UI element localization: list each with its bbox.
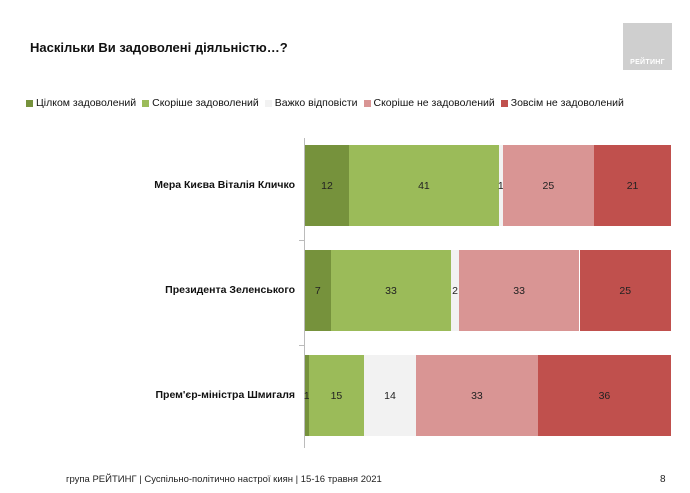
legend-label: Цілком задоволений [36, 97, 137, 109]
data-label: 41 [418, 179, 430, 192]
data-label: 15 [330, 389, 343, 402]
bar-segment: 25 [579, 250, 671, 331]
legend-item: Важко відповісти [264, 97, 358, 109]
bar-segment: 14 [364, 355, 416, 436]
legend-item: Скоріше задоволений [142, 97, 259, 109]
data-label: 33 [513, 284, 525, 297]
bar-segment: 25 [502, 145, 595, 226]
legend-swatch [363, 99, 371, 107]
bar-segment: 1 [497, 145, 504, 226]
bar-segment: 15 [308, 355, 365, 436]
legend-label: Зовсім не задоволений [510, 97, 624, 109]
bar-segment: 1 [303, 355, 310, 436]
data-label: 1 [303, 389, 310, 402]
data-label: 7 [314, 284, 321, 297]
data-label: 33 [385, 284, 397, 297]
bar-segment: 2 [451, 250, 459, 331]
bar-segment: 7 [305, 250, 331, 331]
data-label: 21 [626, 179, 639, 192]
legend-item: Скоріше не задоволений [363, 97, 495, 109]
category-label: Президента Зеленського [165, 283, 295, 296]
axis-tick [299, 240, 304, 241]
legend-swatch [142, 99, 150, 107]
legend-swatch [264, 99, 272, 107]
category-axis [304, 138, 305, 448]
legend-item: Зовсім не задоволений [500, 97, 624, 109]
logo-text: РЕЙТИНГ [630, 59, 665, 66]
bar-segment: 33 [458, 250, 580, 331]
bar-segment: 33 [330, 250, 452, 331]
data-label: 36 [598, 389, 611, 402]
category-label: Прем'єр-міністра Шмигаля [155, 388, 295, 401]
page-number: 8 [660, 474, 666, 485]
legend-swatch [500, 99, 508, 107]
category-label: Мера Києва Віталія Кличко [154, 178, 295, 191]
legend-swatch [26, 99, 33, 107]
bar-segment: 33 [415, 355, 538, 436]
legend-item: Цілком задоволений [26, 97, 136, 109]
legend-label: Скоріше не задоволений [373, 97, 495, 109]
bar-segment: 21 [594, 145, 671, 226]
footer-text: група РЕЙТИНГ | Суспільно-політично наст… [66, 474, 382, 485]
bar-segment: 41 [348, 145, 499, 226]
data-label: 14 [384, 389, 396, 402]
chart-title: Наскільки Ви задоволені діяльністю…? [30, 40, 288, 55]
data-label: 12 [321, 179, 333, 192]
data-label: 33 [471, 389, 483, 402]
data-label: 25 [619, 284, 632, 297]
legend-label: Скоріше задоволений [152, 97, 259, 109]
data-label: 1 [497, 179, 504, 192]
legend-label: Важко відповісти [274, 97, 358, 109]
data-label: 2 [452, 284, 458, 297]
bar-segment: 36 [537, 355, 671, 436]
rating-logo: РЕЙТИНГ [623, 23, 672, 70]
legend: Цілком задоволений Скоріше задоволений Важ… [26, 97, 624, 109]
axis-tick [299, 345, 304, 346]
bar-segment: 12 [305, 145, 349, 226]
data-label: 25 [542, 179, 555, 192]
